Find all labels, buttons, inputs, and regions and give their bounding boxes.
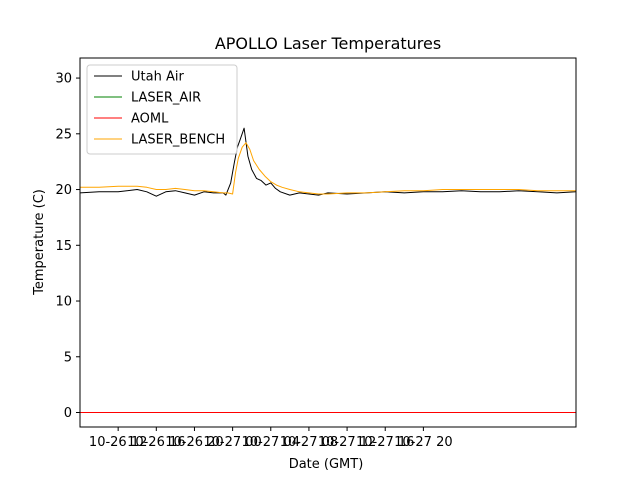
plot-frame: [79, 57, 577, 428]
y-tick-label: 20: [55, 183, 72, 198]
x-axis-label: Date (GMT): [289, 457, 364, 472]
series-line-laser-bench: [80, 142, 576, 195]
y-tick-label: 15: [55, 239, 72, 254]
x-tick-label: 10-26 20: [165, 435, 223, 450]
y-tick-label: 5: [64, 350, 72, 365]
y-tick-label: 30: [55, 72, 72, 87]
legend-label-laser-air: LASER_AIR: [131, 91, 201, 106]
x-tick-label: 10-27 08: [280, 435, 338, 450]
x-tick-label: 10-26 16: [127, 435, 185, 450]
x-tick-label: 10-27 04: [242, 435, 300, 450]
y-tick-label: 0: [64, 406, 72, 421]
legend: Utah Air LASER_AIR AOML LASER_BENCH: [86, 64, 238, 155]
legend-label-aoml: AOML: [131, 112, 169, 127]
x-tick-label: 10-26 12: [89, 435, 147, 450]
chart-title: APOLLO Laser Temperatures: [215, 34, 441, 53]
series-line-utah-air: [79, 127, 577, 197]
x-tick-label: 10-27 20: [394, 435, 452, 450]
x-tick-label: 10-27 12: [318, 435, 376, 450]
legend-label-laser-bench: LASER_BENCH: [131, 133, 225, 148]
legend-label-utah-air: Utah Air: [131, 70, 184, 85]
y-axis-label: Temperature (C): [32, 189, 47, 296]
series-layer: [79, 127, 577, 413]
legend-box: [86, 64, 238, 155]
y-tick-label: 10: [55, 295, 72, 310]
x-tick-label: 10-27 00: [203, 435, 261, 450]
x-tick-label: 10-27 16: [356, 435, 414, 450]
y-tick-label: 25: [55, 127, 72, 142]
